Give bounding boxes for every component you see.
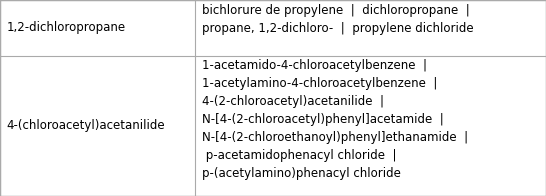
Text: 1,2-dichloropropane: 1,2-dichloropropane <box>7 21 126 34</box>
Text: 1-acetamido-4-chloroacetylbenzene  |
1-acetylamino-4-chloroacetylbenzene  |
4-(2: 1-acetamido-4-chloroacetylbenzene | 1-ac… <box>202 59 468 180</box>
Text: bichlorure de propylene  |  dichloropropane  |
propane, 1,2-dichloro-  |  propyl: bichlorure de propylene | dichloropropan… <box>202 4 473 34</box>
Text: 4-(chloroacetyl)acetanilide: 4-(chloroacetyl)acetanilide <box>7 119 165 132</box>
